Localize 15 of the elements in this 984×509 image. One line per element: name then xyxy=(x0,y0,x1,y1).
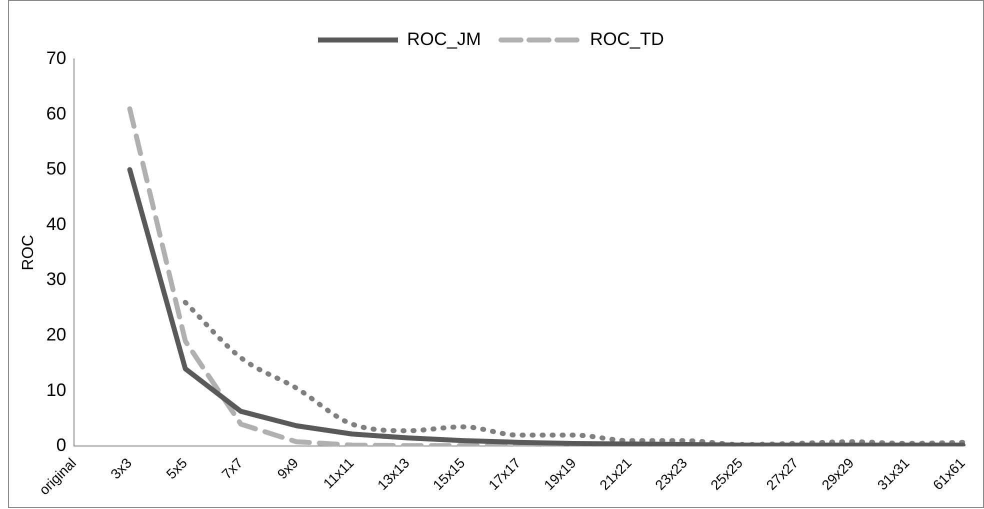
y-tick-label: 10 xyxy=(46,380,66,400)
legend-label: ROC_JM xyxy=(406,28,482,49)
y-tick-label: 20 xyxy=(46,324,66,345)
x-tick-label: 5x5 xyxy=(162,454,190,482)
y-tick-label: 0 xyxy=(56,435,66,456)
y-tick-label: 70 xyxy=(46,48,66,68)
y-tick-label: 50 xyxy=(46,158,66,179)
x-tick-label: 7x7 xyxy=(218,454,246,482)
y-tick-label: 30 xyxy=(46,269,66,290)
y-tick-label: 60 xyxy=(46,103,66,124)
x-tick-label: 9x9 xyxy=(274,454,302,482)
legend-label: ROC_TD xyxy=(590,28,664,49)
y-axis-title: ROC xyxy=(20,234,38,270)
y-tick-label: 40 xyxy=(46,214,66,234)
x-tick-label: 3x3 xyxy=(107,454,135,482)
